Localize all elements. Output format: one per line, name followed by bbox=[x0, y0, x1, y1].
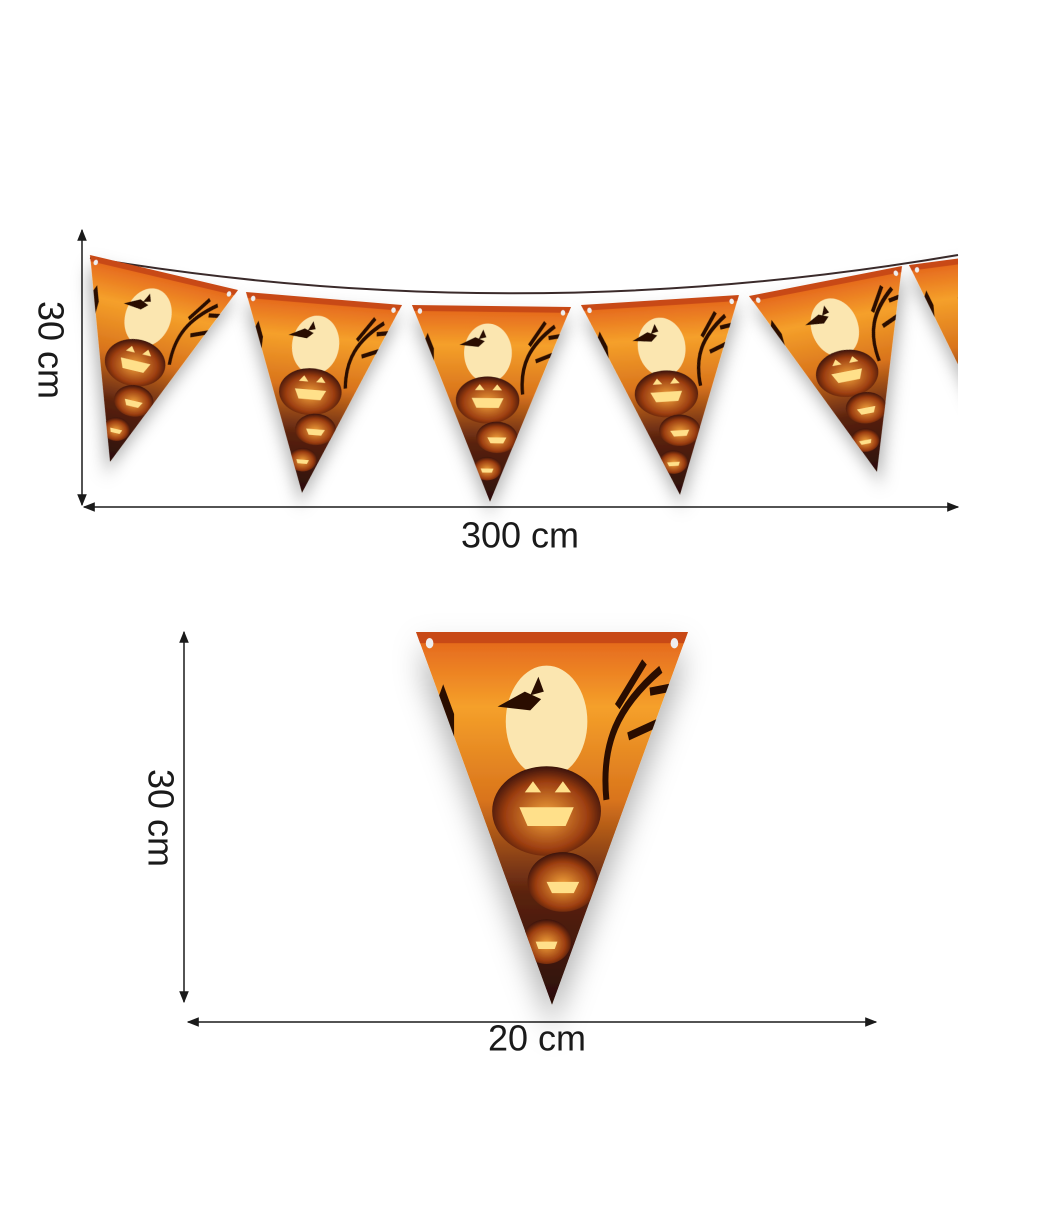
pennant bbox=[909, 245, 1042, 460]
pennant bbox=[411, 305, 572, 503]
pennant bbox=[749, 266, 954, 487]
pennant bbox=[224, 292, 402, 500]
garland-width-label: 300 cm bbox=[461, 515, 579, 556]
string bbox=[89, 254, 959, 295]
flag-height-label: 30 cm bbox=[140, 769, 181, 867]
flag-width-label: 20 cm bbox=[488, 1018, 586, 1059]
garland bbox=[36, 245, 1042, 503]
pennant bbox=[581, 295, 759, 500]
pennant bbox=[416, 632, 688, 1005]
garland-height-label: 30 cm bbox=[30, 301, 71, 399]
